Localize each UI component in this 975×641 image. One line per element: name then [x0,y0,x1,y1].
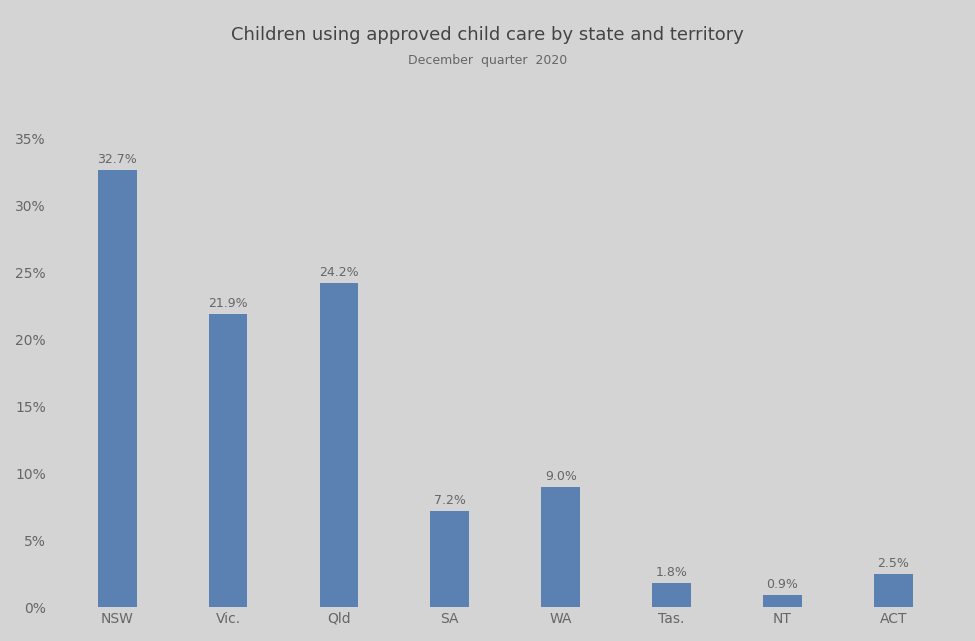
Bar [652,583,691,607]
Bar [209,314,248,607]
Text: 7.2%: 7.2% [434,494,466,507]
Text: 32.7%: 32.7% [98,153,137,165]
Text: Children using approved child care by state and territory: Children using approved child care by st… [231,26,744,44]
Text: 0.9%: 0.9% [766,578,799,591]
Text: 24.2%: 24.2% [319,267,359,279]
Text: 21.9%: 21.9% [209,297,248,310]
Bar [430,511,469,607]
Bar [541,487,580,607]
Text: December  quarter  2020: December quarter 2020 [408,54,567,67]
Bar [763,595,802,607]
Bar [98,170,136,607]
Bar [874,574,913,607]
Text: 1.8%: 1.8% [656,566,687,579]
Text: 2.5%: 2.5% [878,556,910,570]
Text: 9.0%: 9.0% [545,470,576,483]
Bar [320,283,359,607]
